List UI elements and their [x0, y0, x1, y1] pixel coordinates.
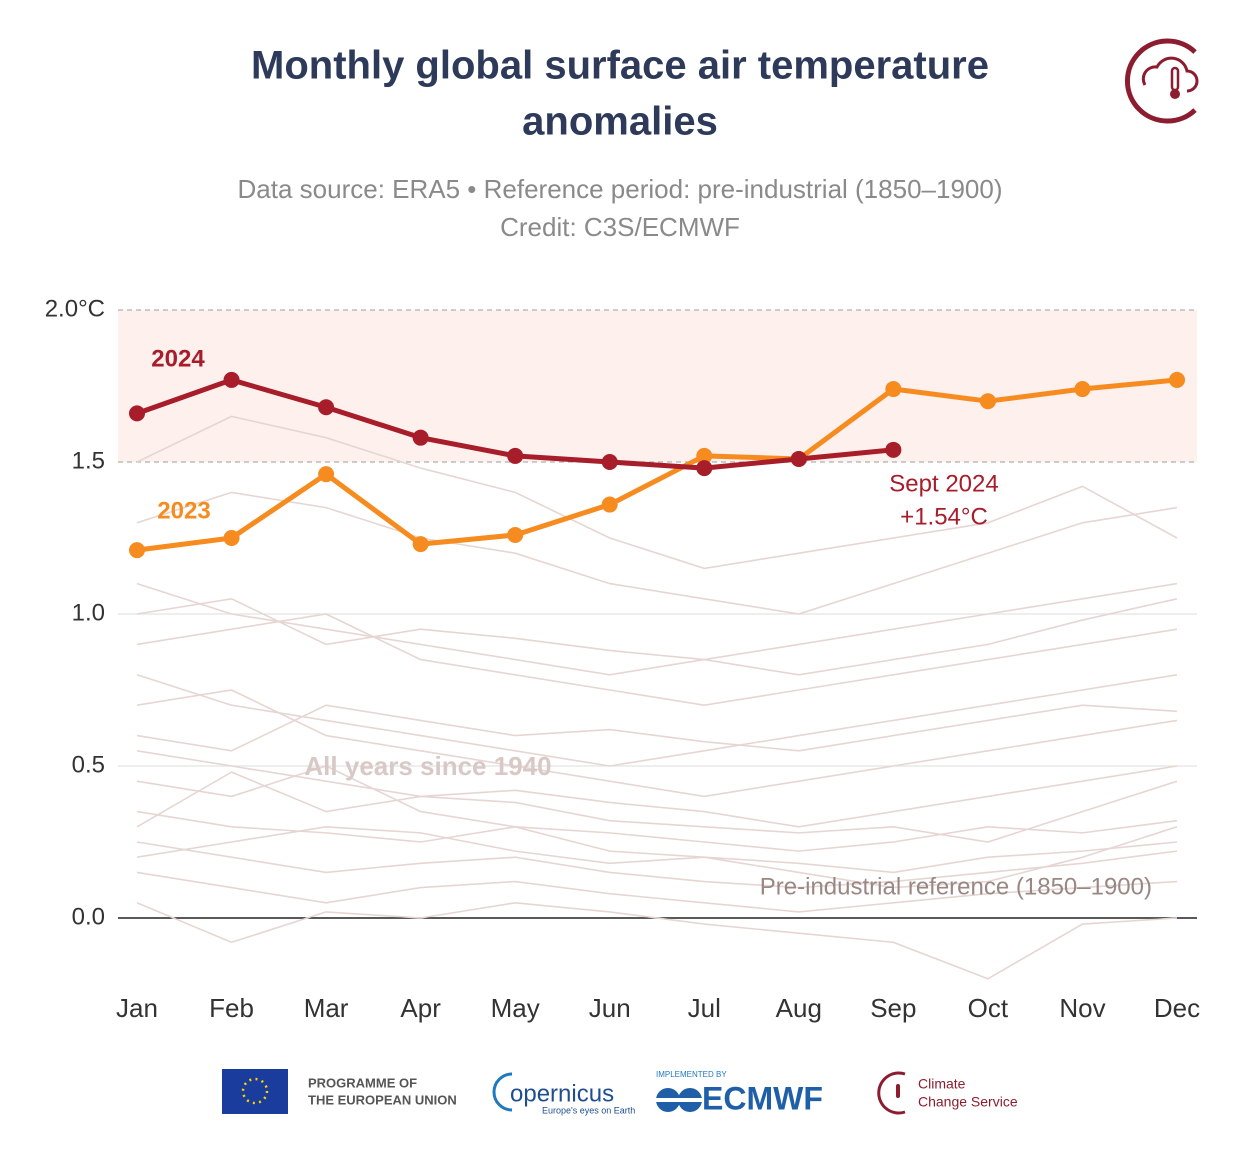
x-tick-label: Aug	[776, 993, 822, 1023]
x-tick-label: Mar	[304, 993, 349, 1023]
c3s-logo	[1124, 38, 1199, 124]
annotation: Pre-industrial reference (1850–1900)	[760, 873, 1152, 900]
series-point	[412, 429, 429, 446]
series-point	[129, 542, 145, 559]
background-line	[136, 750, 1178, 828]
background-line	[136, 825, 1178, 889]
background-line	[136, 613, 1178, 707]
ecmwf-symbol	[656, 1088, 702, 1112]
footer: PROGRAMME OF THE EUROPEAN UNION opernicu…	[222, 1069, 1018, 1116]
copernicus-tagline: Europe's eyes on Earth	[542, 1105, 635, 1115]
x-tick-label: Apr	[400, 993, 441, 1023]
copernicus-c	[492, 1072, 513, 1112]
annotation: +1.54°C	[900, 503, 988, 530]
series-point	[318, 466, 335, 483]
c3s-small-thermo	[896, 1084, 900, 1098]
series-point	[696, 447, 713, 464]
series-point	[601, 454, 618, 470]
series-point	[885, 441, 902, 458]
y-tick-label: 0.0	[72, 903, 105, 930]
background-line	[136, 415, 1178, 570]
background-line	[136, 871, 1178, 913]
chart-title: Monthly global surface air temperature	[251, 44, 989, 88]
background-line	[136, 704, 1178, 752]
background-line	[136, 674, 1178, 767]
eu-text: PROGRAMME OF	[308, 1075, 417, 1090]
background-line	[136, 597, 1178, 676]
subtitle: Credit: C3S/ECMWF	[500, 212, 740, 242]
series-label: 2024	[151, 345, 205, 372]
ecmwf-text: ECMWF	[702, 1080, 823, 1116]
c3s-text: Climate	[918, 1076, 966, 1092]
y-tick-label: 0.5	[72, 751, 105, 778]
c3s-small-logo	[877, 1071, 906, 1115]
background-line	[136, 771, 1178, 843]
series-point	[1169, 371, 1185, 388]
series-line	[136, 377, 1178, 553]
background-line	[136, 901, 1178, 980]
series-point	[979, 393, 996, 410]
series-point	[601, 496, 618, 513]
series-point	[223, 530, 240, 546]
y-tick-label: 1.0	[72, 599, 105, 626]
background-line	[136, 841, 1178, 889]
x-tick-label: Nov	[1059, 993, 1105, 1023]
series-point	[885, 381, 902, 398]
series-point	[696, 460, 713, 477]
background-line	[136, 491, 1178, 615]
copernicus-text: opernicus	[510, 1080, 614, 1107]
x-tick-label: Dec	[1154, 993, 1200, 1023]
x-tick-label: May	[491, 993, 540, 1023]
eu-flag	[222, 1069, 288, 1114]
series-point	[129, 405, 145, 422]
background-line	[136, 582, 1178, 676]
background-line	[136, 689, 1178, 798]
background-line	[136, 810, 1178, 874]
series-point	[790, 450, 807, 467]
y-tick-label: 1.5	[72, 447, 105, 474]
x-tick-label: Feb	[209, 993, 254, 1023]
x-tick-label: Jan	[116, 993, 158, 1023]
x-tick-label: Jun	[589, 993, 631, 1023]
x-tick-label: Jul	[688, 993, 721, 1023]
subtitle: Data source: ERA5 • Reference period: pr…	[238, 174, 1003, 204]
series-label: 2023	[157, 497, 210, 524]
c3s-text: Change Service	[918, 1094, 1018, 1110]
implemented-by: IMPLEMENTED BY	[656, 1070, 727, 1079]
background-line	[136, 765, 1178, 852]
series-point	[318, 399, 335, 416]
series-point	[1074, 381, 1091, 398]
eu-text: THE EUROPEAN UNION	[308, 1092, 457, 1107]
x-tick-label: Sep	[870, 993, 916, 1023]
series-point	[223, 371, 240, 388]
eu-stars	[241, 1077, 269, 1105]
series-point	[507, 526, 524, 543]
series-point	[412, 536, 429, 553]
annotation: All years since 1940	[304, 751, 551, 781]
x-tick-label: Oct	[968, 993, 1009, 1023]
threshold-band	[118, 310, 1197, 462]
chart-title: anomalies	[522, 100, 718, 144]
annotation: Sept 2024	[889, 470, 998, 497]
series-point	[507, 447, 524, 464]
y-tick-label: 2.0°C	[45, 295, 105, 322]
